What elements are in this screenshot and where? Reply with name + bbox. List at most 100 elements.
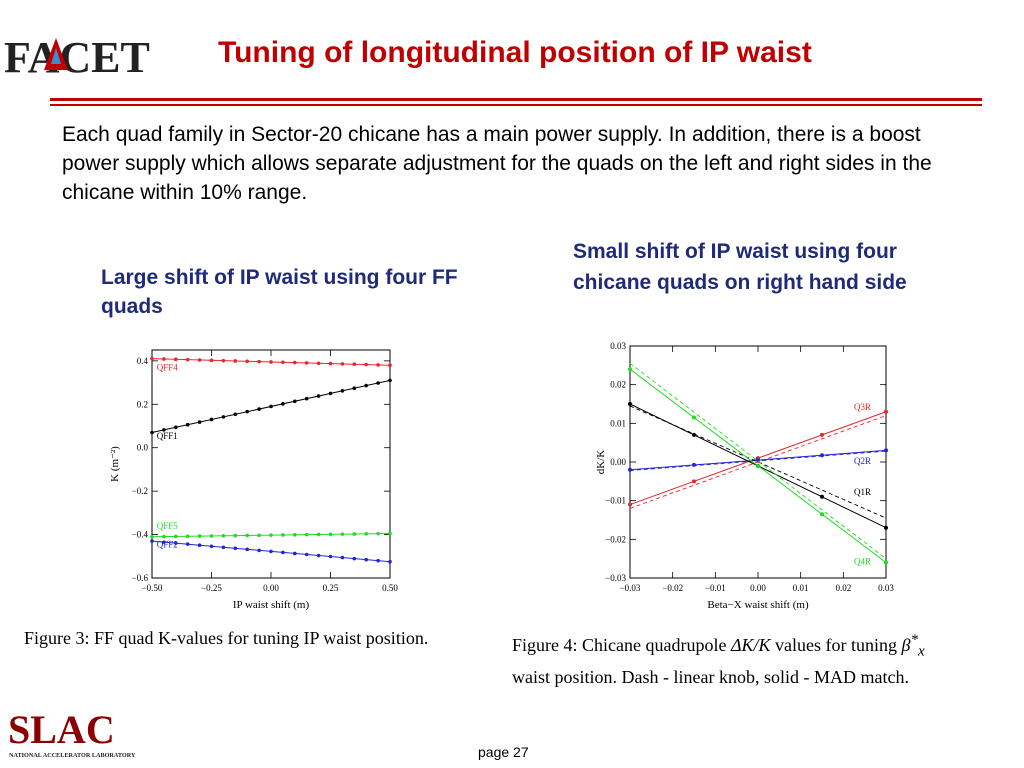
y-tick-label: 0.4 (137, 356, 149, 366)
series-point-q1r (884, 525, 888, 530)
series-point-qff1 (185, 422, 190, 427)
series-point-qff5 (304, 532, 309, 537)
series-point-qff4 (352, 362, 357, 367)
y-tick-label: −0.01 (605, 496, 626, 506)
series-point-qff4 (281, 360, 285, 365)
series-point-qff4 (245, 359, 249, 364)
series-point-qff1 (174, 425, 178, 430)
series-point-qff2 (388, 559, 392, 564)
series-point-qff4 (269, 360, 273, 364)
series-point-q2r (884, 448, 888, 453)
series-point-qff5 (233, 533, 238, 538)
x-axis-label: Beta−X waist shift (m) (707, 599, 809, 611)
series-point-qff4 (150, 356, 154, 361)
series-point-q2r (692, 462, 696, 467)
figure-4-caption-part1: Figure 4: Chicane quadrupole (512, 635, 731, 655)
right-chart-heading: Small shift of IP waist using four chica… (573, 240, 907, 294)
series-point-qff4 (221, 358, 226, 363)
chicane-dkk-chart: −0.03 −0.02 −0.01 0.00 0.01 0.02 0.03 0.03 0.02 0… (595, 341, 894, 611)
figure-4-caption-line2: waist position. Dash - linear knob, soli… (512, 666, 909, 687)
y-tick-label: −0.02 (605, 534, 626, 544)
series-point-q2r (820, 453, 824, 458)
series-point-q2r (628, 467, 632, 472)
y-tick-label: 0.0 (137, 443, 149, 453)
series-dash-q4r (629, 363, 887, 560)
left-chart-heading: Large shift of IP waist using four FF qu… (101, 266, 458, 318)
series-point-q3r (628, 502, 632, 507)
series-point-qff5 (316, 532, 321, 537)
series-point-qff4 (364, 362, 369, 367)
series-point-q4r (884, 560, 888, 565)
series-point-qff4 (316, 361, 321, 366)
intro-paragraph: Each quad family in Sector-20 chicane ha… (62, 123, 932, 204)
series-point-q4r (756, 463, 760, 468)
series-point-qff5 (340, 532, 345, 536)
series-point-qff4 (197, 358, 202, 362)
series-point-qff2 (376, 558, 380, 563)
series-point-qff1 (269, 404, 273, 409)
series-point-q1r (692, 432, 696, 437)
x-tick-label: 0.03 (878, 583, 894, 593)
series-label-qff4: QFF4 (157, 363, 179, 373)
series-point-qff4 (328, 361, 333, 366)
y-axis-label: dK/K (595, 450, 607, 475)
series-point-qff5 (281, 533, 285, 537)
page-title: Tuning of longitudinal position of IP wa… (218, 36, 812, 69)
series-label-q1r: Q1R (854, 487, 871, 497)
series-point-qff1 (221, 415, 226, 419)
series-point-qff2 (185, 542, 190, 546)
figure-4-caption-beta: β (901, 635, 911, 655)
series-point-qff4 (340, 362, 345, 366)
series-point-qff1 (257, 407, 261, 411)
series-point-qff1 (316, 394, 321, 398)
figure-4-caption-sub: x (917, 643, 925, 660)
x-tick-label: 0.02 (835, 583, 851, 593)
x-tick-label: 0.01 (793, 583, 809, 593)
y-tick-label: −0.2 (132, 486, 148, 496)
series-point-qff2 (150, 539, 154, 543)
series-point-q4r (692, 415, 696, 420)
y-tick-label: 0.01 (610, 418, 626, 428)
x-axis-label: IP waist shift (m) (233, 599, 310, 611)
series-point-qff2 (340, 555, 345, 560)
series-label-q3r: Q3R (854, 402, 871, 412)
facet-logo-text: FACET (4, 33, 150, 78)
x-tick-label: 0.00 (263, 583, 279, 593)
series-point-qff4 (304, 361, 309, 365)
series-point-qff2 (328, 554, 333, 559)
series-point-qff1 (328, 391, 333, 396)
y-tick-label: −0.4 (132, 530, 149, 540)
series-point-qff2 (174, 541, 178, 545)
series-point-qff1 (233, 412, 238, 417)
series-point-qff2 (257, 548, 261, 553)
series-point-qff2 (281, 550, 285, 555)
series-point-qff5 (245, 533, 249, 538)
series-point-qff5 (174, 534, 178, 539)
series-point-qff5 (328, 532, 333, 537)
series-point-qff4 (257, 359, 261, 364)
series-label-q4r: Q4R (854, 556, 871, 566)
series-point-qff2 (304, 552, 309, 557)
series-point-qff1 (352, 386, 357, 391)
title-rule-bottom (50, 104, 982, 106)
series-point-qff5 (185, 534, 190, 539)
series-label-qff1: QFF1 (157, 431, 178, 441)
series-point-qff4 (388, 363, 392, 367)
series-point-q3r (820, 432, 824, 437)
series-point-qff1 (376, 381, 380, 385)
series-label-qff5: QFF5 (157, 521, 179, 531)
series-point-qff5 (150, 534, 154, 539)
series-point-q3r (884, 409, 888, 414)
figure-4-caption-math1: ΔK/K (730, 635, 771, 655)
x-tick-label: 0.00 (750, 583, 766, 593)
series-point-qff5 (293, 532, 297, 537)
figure-4-caption-math2: β*x (901, 632, 925, 660)
figure-3-caption: Figure 3: FF quad K-values for tuning IP… (24, 628, 429, 648)
series-point-qff5 (209, 534, 214, 538)
series-point-qff1 (293, 399, 297, 404)
y-tick-label: −0.6 (132, 573, 149, 583)
x-tick-label: −0.02 (662, 583, 683, 593)
series-point-qff2 (316, 553, 321, 558)
x-tick-label: 0.25 (323, 583, 339, 593)
y-tick-label: 0.2 (137, 399, 148, 409)
